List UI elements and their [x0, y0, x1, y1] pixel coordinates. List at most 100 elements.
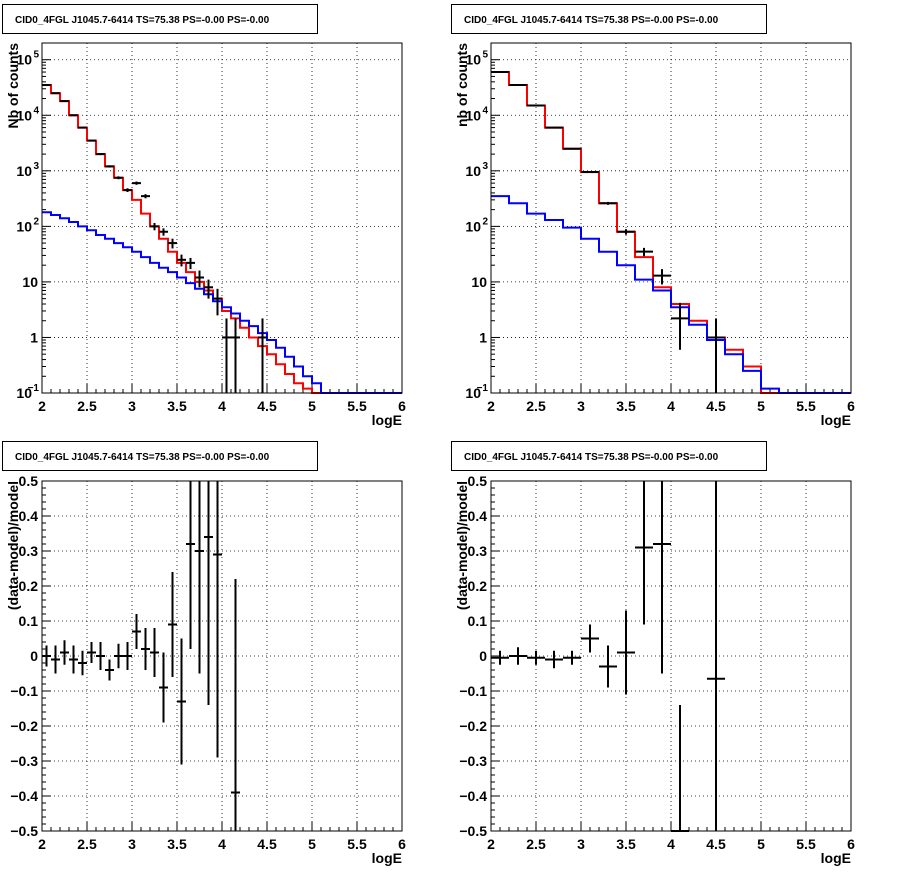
y-tick-exponent: 4 [482, 105, 488, 116]
data-point [635, 481, 653, 625]
data-point [114, 176, 123, 180]
y-tick-label: −0.5 [10, 823, 38, 839]
data-point [563, 147, 581, 150]
y-tick-exponent: 2 [33, 216, 39, 227]
data-point [635, 247, 653, 257]
y-tick-label: 10 [16, 52, 32, 68]
data-point [69, 114, 78, 117]
data-point [222, 318, 231, 393]
x-tick-label: 2 [38, 398, 46, 414]
x-tick-label: 5 [308, 836, 316, 852]
y-tick-label: 10 [16, 218, 32, 234]
data-point [87, 642, 96, 663]
x-tick-label: 5 [757, 398, 765, 414]
data-point [141, 628, 150, 670]
title-counts-left: CID0_4FGL J1045.7-6414 TS=75.38 PS=-0.00… [2, 4, 318, 34]
data-point [69, 645, 78, 674]
y-tick-label: −0.4 [10, 788, 38, 804]
x-tick-label: 6 [398, 398, 406, 414]
y-axis-title: nb of counts [454, 43, 470, 127]
y-tick-label: −0.3 [10, 753, 38, 769]
title-text: CID0_4FGL J1045.7-6414 TS=75.38 PS=-0.00… [464, 452, 719, 463]
x-tick-label: 6 [398, 836, 406, 852]
data-point [51, 645, 60, 674]
y-tick-label: 10 [22, 274, 38, 290]
chart-residuals-left: 2 2.5 3 3.5 4 4.5 5 5.5 6 −0.5 −0.4 −0.3 −0.2 −0.1 0 0.… [5, 473, 406, 866]
x-tick-label: 2 [487, 836, 495, 852]
data-point [491, 650, 509, 665]
x-tick-label: 4.5 [706, 398, 726, 414]
x-tick-label: 5.5 [347, 398, 367, 414]
x-tick-label: 3.5 [167, 398, 187, 414]
x-tick-label: 2 [487, 398, 495, 414]
y-tick-exponent: 3 [482, 161, 488, 172]
data-point [195, 481, 204, 674]
data-point [213, 288, 222, 316]
data-point [617, 229, 635, 235]
y-tick-exponent: 3 [33, 161, 39, 172]
y-tick-label: −0.5 [459, 823, 487, 839]
y-tick-label: −0.1 [10, 683, 38, 699]
x-tick-label: 3 [128, 398, 136, 414]
data-point [105, 659, 114, 681]
y-tick-label: 0.4 [19, 508, 39, 524]
data-point [60, 640, 69, 665]
data-point [168, 238, 177, 249]
y-tick-label: 1 [479, 329, 487, 345]
data-point [96, 642, 105, 670]
title-text: CID0_4FGL J1045.7-6414 TS=75.38 PS=-0.00… [15, 15, 270, 26]
y-tick-label: 10 [16, 163, 32, 179]
title-text: CID0_4FGL J1045.7-6414 TS=75.38 PS=-0.00… [15, 452, 270, 463]
data-point [42, 645, 51, 667]
y-tick-label: 10 [465, 52, 481, 68]
data-point [60, 100, 69, 103]
data-point [671, 302, 689, 350]
x-tick-label: 3.5 [167, 836, 187, 852]
y-tick-label: 0.1 [468, 613, 488, 629]
x-tick-label: 3 [128, 836, 136, 852]
data-point [213, 481, 222, 758]
y-axis-title: (data-model)/model [5, 481, 21, 610]
data-point [105, 165, 114, 168]
y-tick-label: 10 [16, 107, 32, 123]
x-tick-label: 5.5 [796, 398, 816, 414]
y-tick-exponent: 5 [33, 50, 39, 61]
title-residuals-right: CID0_4FGL J1045.7-6414 TS=75.38 PS=-0.00… [451, 441, 767, 471]
y-tick-exponent: 4 [33, 105, 39, 116]
data-point [509, 647, 527, 665]
x-tick-label: 5 [757, 836, 765, 852]
x-tick-label: 2.5 [77, 398, 97, 414]
y-tick-label: 0.2 [19, 578, 39, 594]
x-tick-label: 2.5 [526, 836, 546, 852]
y-tick-label: 10 [16, 385, 32, 401]
data-point [707, 481, 725, 831]
y-tick-label: 10 [465, 218, 481, 234]
data-point [168, 572, 177, 677]
data-point [177, 254, 186, 267]
y-axis-title: Nb of counts [5, 43, 21, 129]
data-point [132, 614, 141, 649]
data-point [653, 481, 671, 674]
y-tick-label: 0.5 [468, 473, 488, 489]
data-point [231, 579, 240, 831]
data-point [707, 318, 725, 393]
data-point [545, 126, 563, 129]
data-point [599, 201, 617, 205]
model-background-line [42, 211, 402, 394]
plot-frame [41, 480, 403, 832]
y-tick-label: 1 [30, 329, 38, 345]
y-tick-label: 10 [465, 163, 481, 179]
data-point [204, 481, 213, 705]
data-point [653, 269, 671, 285]
x-axis-title: logE [821, 850, 851, 866]
title-text: CID0_4FGL J1045.7-6414 TS=75.38 PS=-0.00… [464, 15, 719, 26]
x-tick-label: 5.5 [796, 836, 816, 852]
plot-frame [490, 42, 852, 394]
y-tick-label: 10 [465, 107, 481, 123]
data-point [671, 705, 689, 832]
y-tick-label: 10 [465, 385, 481, 401]
data-point [177, 638, 186, 765]
model-total-line [491, 71, 851, 394]
y-tick-label: −0.2 [459, 718, 487, 734]
plot-frame [41, 42, 403, 394]
